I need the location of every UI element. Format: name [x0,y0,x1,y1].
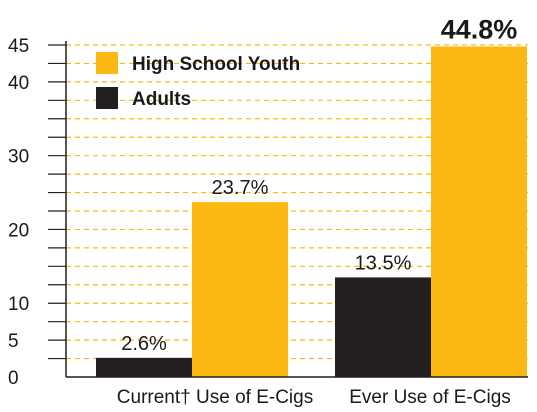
y-tick-label: 45 [8,36,29,57]
data-label-adults-1: 2.6% [121,333,167,355]
x-category-label: Current† Use of E-Cigs [117,387,313,408]
legend-label-high-school-youth: High School Youth [132,54,300,75]
legend: High School Youth Adults [96,52,300,110]
y-tick-label: 20 [8,220,29,241]
bars [96,46,527,377]
bar-adults-2 [335,277,431,377]
bar-high-school-youth-2 [431,46,527,377]
y-tick-label: 30 [8,147,29,168]
data-label-adults-2: 13.5% [355,252,412,274]
legend-swatch-adults [96,87,118,109]
bar-adults-1 [96,357,192,377]
y-tick-label: 0 [8,368,19,389]
y-tick-label: 10 [8,294,29,315]
data-label-high-school-youth-2: 44.8% [441,14,518,44]
y-tick-label: 40 [8,73,29,94]
data-label-high-school-youth-1: 23.7% [212,177,269,199]
y-axis: 0 5 10 20 30 40 45 Current† Use of E-Cigs Ever U… [8,36,528,408]
bar-high-school-youth-1 [192,202,288,377]
legend-label-adults: Adults [132,89,191,110]
x-category-label: Ever Use of E-Cigs [349,387,511,408]
data-labels: 2.6% 13.5% 23.7% 44.8% [121,14,517,354]
legend-swatch-high-school-youth [96,52,118,74]
grid-lines [66,44,528,360]
y-tick-label: 5 [8,331,19,352]
